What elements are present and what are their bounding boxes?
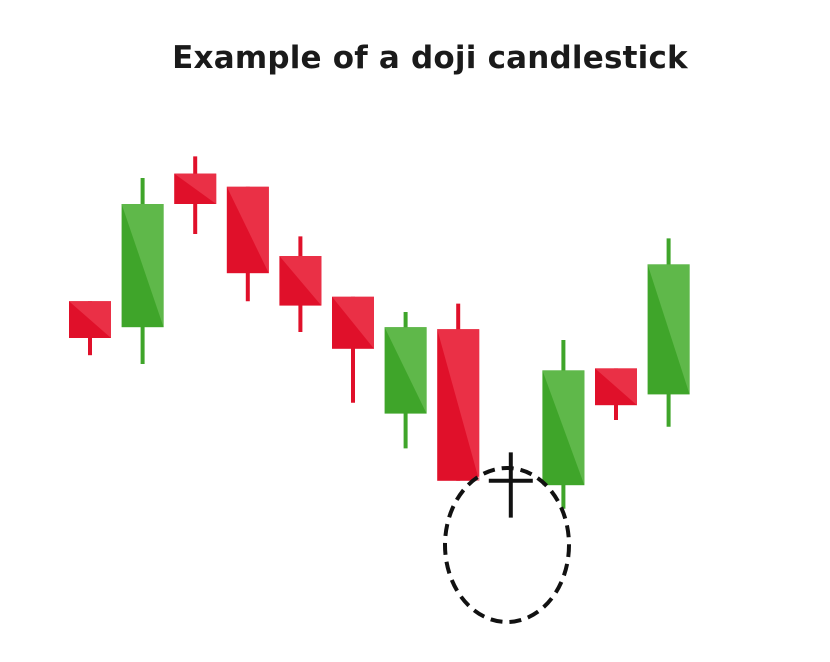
candle-3 xyxy=(174,156,217,234)
candle-body-shade xyxy=(226,186,269,274)
candle-2 xyxy=(121,178,164,364)
candle-12 xyxy=(647,238,690,427)
candle-4 xyxy=(226,186,269,302)
candle-body-shade xyxy=(647,264,690,395)
candle-body-shade xyxy=(542,370,585,486)
candle-5 xyxy=(279,236,322,332)
candle-8 xyxy=(437,303,480,481)
candle-body-shade xyxy=(437,329,480,481)
candle-7 xyxy=(384,312,427,449)
candle-10 xyxy=(542,340,585,509)
chart-title: Example of a doji candlestick xyxy=(172,40,688,76)
candle-9 xyxy=(488,452,533,518)
candle-body-shade xyxy=(384,327,427,414)
candle-body-shade xyxy=(595,368,637,406)
candle-body-shade xyxy=(279,256,322,306)
doji-layer xyxy=(488,452,533,518)
candles-layer xyxy=(69,156,690,509)
candle-1 xyxy=(69,301,111,356)
candle-body-shade xyxy=(121,204,164,328)
candle-body-shade xyxy=(174,173,217,204)
candle-6 xyxy=(332,296,374,403)
candle-11 xyxy=(595,368,637,420)
candle-body-shade xyxy=(332,296,374,349)
doji-highlight-ellipse xyxy=(443,466,571,624)
candle-body-shade xyxy=(69,301,111,338)
